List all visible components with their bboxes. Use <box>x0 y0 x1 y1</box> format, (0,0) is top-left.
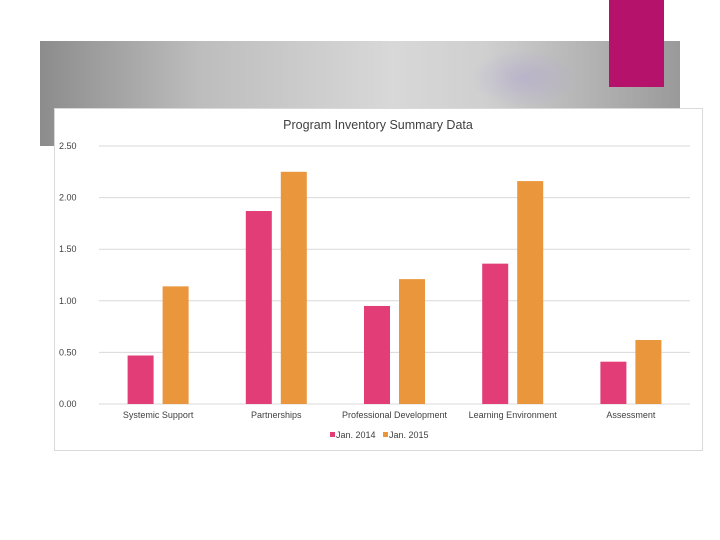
bar-jan-2015 <box>280 171 307 404</box>
bar-jan-2014 <box>245 211 272 404</box>
legend-swatch <box>330 432 335 437</box>
x-tick-label: Professional Development <box>342 410 448 420</box>
x-axis-ticks: Systemic Support Partnerships Professional… <box>123 410 656 420</box>
y-tick-label: 1.50 <box>59 244 77 254</box>
bar-jan-2014 <box>364 305 390 404</box>
accent-block <box>609 0 664 87</box>
legend-label: Jan. 2015 <box>389 430 429 440</box>
y-tick-label: 0.50 <box>59 347 77 357</box>
x-tick-label: Partnerships <box>251 410 302 420</box>
y-tick-label: 2.50 <box>59 141 77 151</box>
bar-jan-2015 <box>399 279 425 404</box>
chart-title: Program Inventory Summary Data <box>283 118 473 132</box>
x-tick-label: Assessment <box>606 410 656 420</box>
y-tick-label: 2.00 <box>59 193 77 203</box>
x-tick-label: Systemic Support <box>123 410 194 420</box>
bar-jan-2015 <box>162 286 189 404</box>
legend: Jan. 2014 Jan. 2015 <box>330 430 429 440</box>
legend-label: Jan. 2014 <box>336 430 376 440</box>
bar-jan-2015 <box>517 181 544 404</box>
y-tick-label: 1.00 <box>59 296 77 306</box>
bar-jan-2015 <box>635 340 662 404</box>
legend-swatch <box>383 432 388 437</box>
banner-glow <box>470 48 580 108</box>
bar-jan-2014 <box>600 361 627 404</box>
y-tick-label: 0.00 <box>59 399 77 409</box>
gridlines <box>99 145 690 405</box>
bars <box>127 171 662 404</box>
bar-jan-2014 <box>127 355 154 404</box>
bar-jan-2014 <box>482 263 509 404</box>
x-tick-label: Learning Environment <box>469 410 558 420</box>
y-axis-ticks: 0.00 0.50 1.00 1.50 2.00 2.50 <box>59 141 77 409</box>
